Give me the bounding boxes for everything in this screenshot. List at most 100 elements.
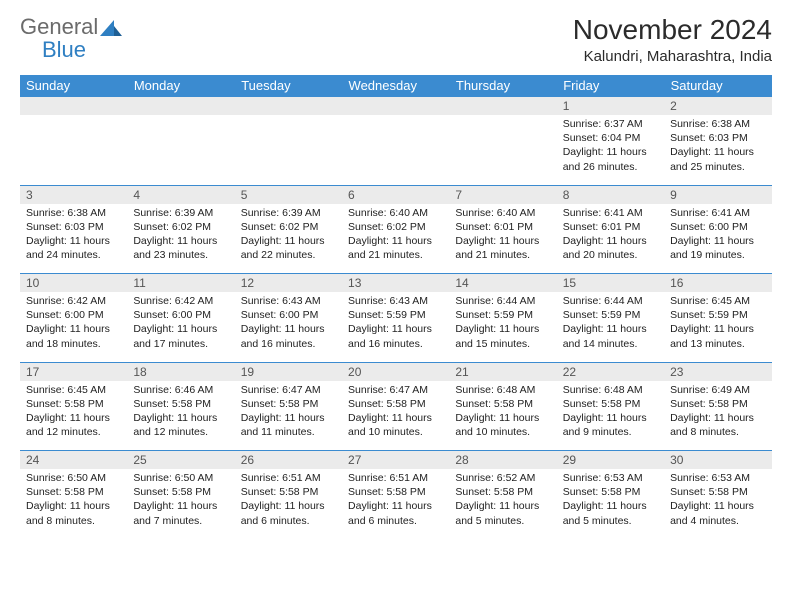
day2-text: and 9 minutes. — [563, 425, 658, 439]
day2-text: and 12 minutes. — [133, 425, 228, 439]
sunrise-text: Sunrise: 6:48 AM — [455, 383, 550, 397]
day-number-cell: 4 — [127, 185, 234, 204]
day2-text: and 7 minutes. — [133, 514, 228, 528]
day-info-cell: Sunrise: 6:42 AMSunset: 6:00 PMDaylight:… — [127, 292, 234, 362]
day1-text: Daylight: 11 hours — [348, 499, 443, 513]
day-info-row: Sunrise: 6:50 AMSunset: 5:58 PMDaylight:… — [20, 469, 772, 539]
sunrise-text: Sunrise: 6:43 AM — [241, 294, 336, 308]
sunset-text: Sunset: 5:59 PM — [563, 308, 658, 322]
sunrise-text: Sunrise: 6:44 AM — [455, 294, 550, 308]
sunrise-text: Sunrise: 6:39 AM — [133, 206, 228, 220]
sunrise-text: Sunrise: 6:41 AM — [563, 206, 658, 220]
day1-text: Daylight: 11 hours — [133, 411, 228, 425]
day-number-cell: 27 — [342, 451, 449, 470]
sunset-text: Sunset: 5:59 PM — [348, 308, 443, 322]
sunrise-text: Sunrise: 6:45 AM — [670, 294, 765, 308]
day-info-cell: Sunrise: 6:51 AMSunset: 5:58 PMDaylight:… — [235, 469, 342, 539]
sunset-text: Sunset: 6:04 PM — [563, 131, 658, 145]
sunrise-text: Sunrise: 6:47 AM — [241, 383, 336, 397]
day-number-cell: 1 — [557, 97, 664, 116]
day-number-row: 10111213141516 — [20, 274, 772, 293]
day-info-cell: Sunrise: 6:48 AMSunset: 5:58 PMDaylight:… — [557, 381, 664, 451]
day-info-cell: Sunrise: 6:42 AMSunset: 6:00 PMDaylight:… — [20, 292, 127, 362]
sunrise-text: Sunrise: 6:45 AM — [26, 383, 121, 397]
logo-text-blue: Blue — [42, 37, 86, 62]
sunrise-text: Sunrise: 6:40 AM — [348, 206, 443, 220]
triangle-icon — [100, 18, 122, 36]
weekday-header: Thursday — [449, 75, 556, 97]
day-number-cell: 8 — [557, 185, 664, 204]
day2-text: and 19 minutes. — [670, 248, 765, 262]
day-number-cell: 15 — [557, 274, 664, 293]
day-info-cell: Sunrise: 6:48 AMSunset: 5:58 PMDaylight:… — [449, 381, 556, 451]
day-info-cell — [20, 115, 127, 185]
sunset-text: Sunset: 6:03 PM — [670, 131, 765, 145]
day-info-cell — [127, 115, 234, 185]
weekday-header: Friday — [557, 75, 664, 97]
day2-text: and 10 minutes. — [455, 425, 550, 439]
sunrise-text: Sunrise: 6:39 AM — [241, 206, 336, 220]
day-info-cell: Sunrise: 6:43 AMSunset: 6:00 PMDaylight:… — [235, 292, 342, 362]
day-info-cell: Sunrise: 6:38 AMSunset: 6:03 PMDaylight:… — [664, 115, 771, 185]
day-number-cell: 24 — [20, 451, 127, 470]
sunrise-text: Sunrise: 6:50 AM — [133, 471, 228, 485]
day-number-cell: 14 — [449, 274, 556, 293]
day-number-row: 17181920212223 — [20, 362, 772, 381]
day1-text: Daylight: 11 hours — [133, 234, 228, 248]
day1-text: Daylight: 11 hours — [670, 322, 765, 336]
day1-text: Daylight: 11 hours — [133, 499, 228, 513]
sunrise-text: Sunrise: 6:49 AM — [670, 383, 765, 397]
day1-text: Daylight: 11 hours — [348, 322, 443, 336]
sunset-text: Sunset: 6:00 PM — [241, 308, 336, 322]
day-number-cell: 13 — [342, 274, 449, 293]
day1-text: Daylight: 11 hours — [241, 499, 336, 513]
sunrise-text: Sunrise: 6:52 AM — [455, 471, 550, 485]
day-number-cell: 11 — [127, 274, 234, 293]
day1-text: Daylight: 11 hours — [348, 234, 443, 248]
sunrise-text: Sunrise: 6:42 AM — [133, 294, 228, 308]
day1-text: Daylight: 11 hours — [241, 322, 336, 336]
day-info-cell: Sunrise: 6:37 AMSunset: 6:04 PMDaylight:… — [557, 115, 664, 185]
sunset-text: Sunset: 5:59 PM — [670, 308, 765, 322]
day-number-cell: 10 — [20, 274, 127, 293]
day2-text: and 24 minutes. — [26, 248, 121, 262]
sunset-text: Sunset: 6:03 PM — [26, 220, 121, 234]
day-number-cell: 28 — [449, 451, 556, 470]
sunrise-text: Sunrise: 6:46 AM — [133, 383, 228, 397]
day-info-cell: Sunrise: 6:45 AMSunset: 5:58 PMDaylight:… — [20, 381, 127, 451]
sunrise-text: Sunrise: 6:53 AM — [670, 471, 765, 485]
day1-text: Daylight: 11 hours — [241, 411, 336, 425]
day-number-cell: 21 — [449, 362, 556, 381]
day2-text: and 18 minutes. — [26, 337, 121, 351]
day-number-cell: 17 — [20, 362, 127, 381]
day-number-cell — [235, 97, 342, 116]
day-info-cell: Sunrise: 6:47 AMSunset: 5:58 PMDaylight:… — [342, 381, 449, 451]
day1-text: Daylight: 11 hours — [563, 499, 658, 513]
day-info-cell — [342, 115, 449, 185]
sunset-text: Sunset: 5:58 PM — [670, 485, 765, 499]
day-number-cell: 2 — [664, 97, 771, 116]
day-info-cell: Sunrise: 6:40 AMSunset: 6:02 PMDaylight:… — [342, 204, 449, 274]
day1-text: Daylight: 11 hours — [670, 499, 765, 513]
day2-text: and 6 minutes. — [348, 514, 443, 528]
sunset-text: Sunset: 5:58 PM — [241, 485, 336, 499]
day2-text: and 6 minutes. — [241, 514, 336, 528]
day1-text: Daylight: 11 hours — [26, 234, 121, 248]
sunset-text: Sunset: 5:58 PM — [670, 397, 765, 411]
day1-text: Daylight: 11 hours — [133, 322, 228, 336]
sunset-text: Sunset: 6:02 PM — [348, 220, 443, 234]
day-info-cell: Sunrise: 6:45 AMSunset: 5:59 PMDaylight:… — [664, 292, 771, 362]
sunrise-text: Sunrise: 6:43 AM — [348, 294, 443, 308]
day2-text: and 17 minutes. — [133, 337, 228, 351]
day-info-row: Sunrise: 6:38 AMSunset: 6:03 PMDaylight:… — [20, 204, 772, 274]
sunset-text: Sunset: 5:58 PM — [455, 397, 550, 411]
day-info-cell: Sunrise: 6:49 AMSunset: 5:58 PMDaylight:… — [664, 381, 771, 451]
sunset-text: Sunset: 6:01 PM — [455, 220, 550, 234]
day-number-cell: 12 — [235, 274, 342, 293]
day1-text: Daylight: 11 hours — [26, 322, 121, 336]
sunset-text: Sunset: 5:58 PM — [455, 485, 550, 499]
day-info-cell: Sunrise: 6:50 AMSunset: 5:58 PMDaylight:… — [127, 469, 234, 539]
day-info-cell: Sunrise: 6:44 AMSunset: 5:59 PMDaylight:… — [449, 292, 556, 362]
sunset-text: Sunset: 5:58 PM — [241, 397, 336, 411]
sunset-text: Sunset: 6:00 PM — [133, 308, 228, 322]
